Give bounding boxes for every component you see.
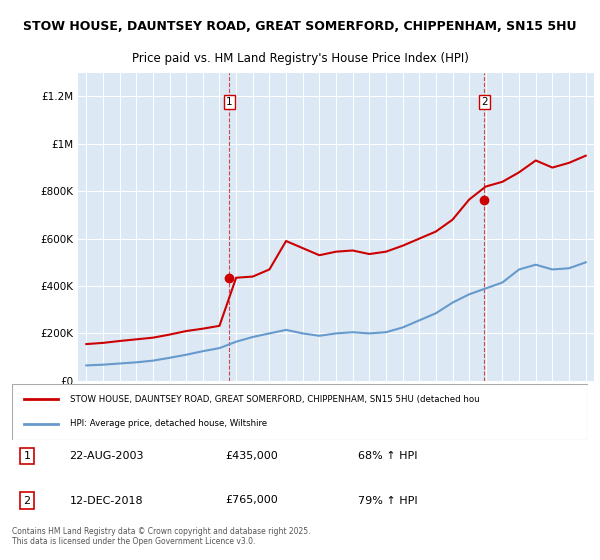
- Text: 2: 2: [23, 496, 31, 506]
- Text: Contains HM Land Registry data © Crown copyright and database right 2025.
This d: Contains HM Land Registry data © Crown c…: [12, 526, 311, 546]
- Text: 1: 1: [226, 97, 233, 108]
- FancyBboxPatch shape: [12, 384, 588, 440]
- Text: 79% ↑ HPI: 79% ↑ HPI: [358, 496, 417, 506]
- Text: 22-AUG-2003: 22-AUG-2003: [70, 451, 144, 461]
- Text: £765,000: £765,000: [225, 496, 278, 506]
- Text: Price paid vs. HM Land Registry's House Price Index (HPI): Price paid vs. HM Land Registry's House …: [131, 53, 469, 66]
- Text: STOW HOUSE, DAUNTSEY ROAD, GREAT SOMERFORD, CHIPPENHAM, SN15 5HU: STOW HOUSE, DAUNTSEY ROAD, GREAT SOMERFO…: [23, 20, 577, 34]
- Text: 68% ↑ HPI: 68% ↑ HPI: [358, 451, 417, 461]
- Text: HPI: Average price, detached house, Wiltshire: HPI: Average price, detached house, Wilt…: [70, 419, 267, 428]
- Text: 2: 2: [481, 97, 488, 108]
- Text: 1: 1: [23, 451, 31, 461]
- Text: STOW HOUSE, DAUNTSEY ROAD, GREAT SOMERFORD, CHIPPENHAM, SN15 5HU (detached hou: STOW HOUSE, DAUNTSEY ROAD, GREAT SOMERFO…: [70, 395, 479, 404]
- Text: 12-DEC-2018: 12-DEC-2018: [70, 496, 143, 506]
- Text: £435,000: £435,000: [225, 451, 278, 461]
